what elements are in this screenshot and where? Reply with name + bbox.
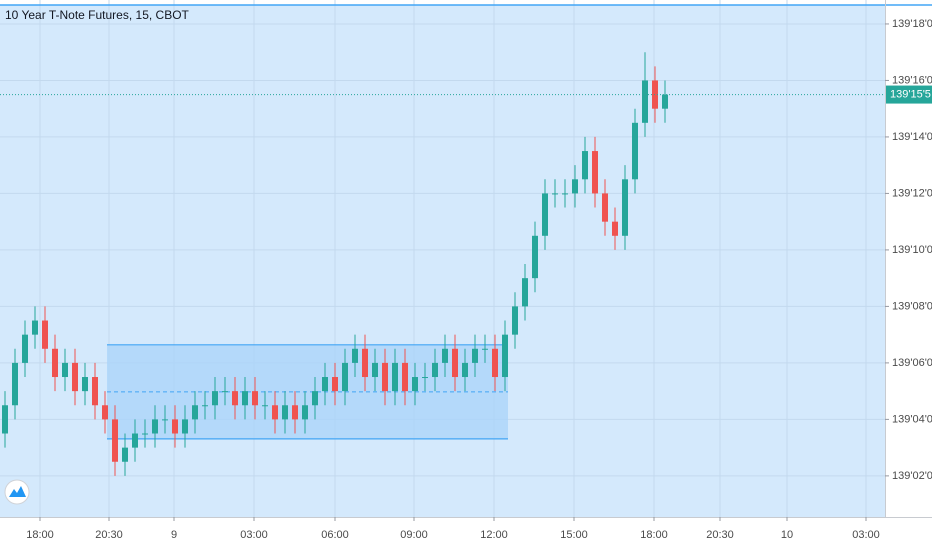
candle-body [422, 377, 428, 379]
y-tick-label: 139'10'0 [892, 244, 932, 256]
y-tick-label: 139'18'0 [892, 18, 932, 30]
y-tick-label: 139'04'0 [892, 413, 932, 425]
candle-body [242, 391, 248, 406]
x-tick-label: 20:30 [706, 529, 734, 541]
candle-body [312, 391, 318, 406]
chart-title: 10 Year T-Note Futures, 15, CBOT [5, 8, 190, 22]
candle-body [202, 405, 208, 407]
candle-body [372, 362, 378, 378]
candle-body [212, 391, 218, 406]
y-tick-label: 139'14'0 [892, 131, 932, 143]
candle-body [472, 348, 478, 363]
candle-body [442, 348, 448, 363]
candle-body [252, 391, 258, 406]
x-tick-label: 15:00 [560, 529, 588, 541]
y-tick-label: 139'02'0 [892, 470, 932, 482]
y-tick-label: 139'06'0 [892, 357, 932, 369]
x-tick-label: 06:00 [321, 529, 349, 541]
x-tick-label: 09:00 [400, 529, 428, 541]
candle-body [2, 405, 8, 434]
candle-body [582, 151, 588, 180]
candle-body [392, 362, 398, 392]
candle-body [322, 377, 328, 392]
candle-body [502, 334, 508, 378]
x-tick-label: 18:00 [640, 529, 668, 541]
candle-body [142, 433, 148, 435]
candle-body [522, 278, 528, 307]
candle-body [622, 179, 628, 236]
candle-body [602, 193, 608, 222]
candle-body [642, 80, 648, 123]
candle-body [342, 362, 348, 392]
last-price-badge [886, 85, 932, 104]
candle-body [532, 235, 538, 279]
x-tick-label: 20:30 [95, 529, 123, 541]
candle-body [182, 419, 188, 434]
candle-body [552, 193, 558, 195]
candle-body [492, 348, 498, 378]
candle-body [132, 433, 138, 448]
candle-body [482, 348, 488, 350]
y-tick-label: 139'08'0 [892, 300, 932, 312]
candle-body [32, 320, 38, 335]
candle-body [512, 306, 518, 335]
candle-body [12, 362, 18, 406]
candle-body [612, 221, 618, 236]
candle-body [152, 419, 158, 434]
candle-body [402, 362, 408, 392]
plot-area [0, 0, 932, 518]
logo[interactable] [4, 479, 30, 505]
candle-body [452, 348, 458, 378]
candle-body [362, 348, 368, 378]
candle-body [52, 348, 58, 378]
x-tick-label: 03:00 [240, 529, 268, 541]
candle-body [662, 94, 668, 109]
candle-body [72, 362, 78, 392]
candle-body [82, 377, 88, 392]
candle-body [282, 405, 288, 420]
candle-body [172, 419, 178, 434]
candle-body [42, 320, 48, 349]
y-tick-label: 139'12'0 [892, 187, 932, 199]
candle-body [122, 447, 128, 462]
candle-body [272, 405, 278, 420]
x-tick-label: 18:00 [26, 529, 54, 541]
candle-body [102, 405, 108, 420]
candle-body [632, 122, 638, 180]
candle-body [332, 377, 338, 392]
candle-body [162, 419, 168, 421]
candle-body [412, 377, 418, 392]
candle-body [572, 179, 578, 194]
candle-body [62, 362, 68, 378]
candle-body [192, 405, 198, 420]
x-tick-label: 9 [171, 529, 177, 541]
candle-body [262, 405, 268, 407]
x-tick-label: 10 [781, 529, 793, 541]
candle-body [352, 348, 358, 363]
last-price-label: 139'15'5 [890, 88, 931, 100]
candle-body [292, 405, 298, 420]
candle-body [22, 334, 28, 363]
candle-body [562, 193, 568, 195]
candle-body [302, 405, 308, 420]
y-tick-label: 139'16'0 [892, 74, 932, 86]
candle-body [542, 193, 548, 236]
candle-body [382, 362, 388, 392]
x-tick-label: 12:00 [480, 529, 508, 541]
candle-body [92, 377, 98, 406]
candle-body [592, 151, 598, 194]
x-tick-label: 03:00 [852, 529, 880, 541]
candle-body [432, 362, 438, 378]
candle-body [232, 391, 238, 406]
candle-body [222, 391, 228, 393]
candle-body [462, 362, 468, 378]
candle-body [112, 419, 118, 462]
